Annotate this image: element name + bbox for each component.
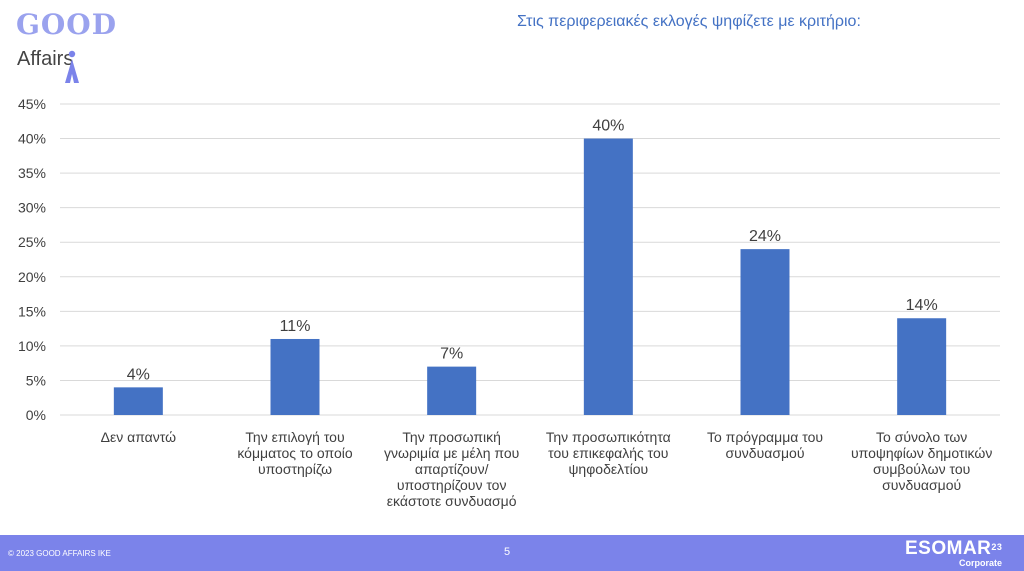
logo-figure-icon bbox=[65, 50, 79, 83]
y-tick-label: 20% bbox=[18, 269, 46, 285]
x-tick-label-line: εκάστοτε συνδυασμό bbox=[387, 493, 517, 509]
page-number: 5 bbox=[504, 546, 511, 558]
data-label: 11% bbox=[280, 318, 311, 335]
x-tick-label-line: συμβούλων του bbox=[873, 461, 970, 477]
x-tick-label: Το σύνολο των υποψηφίων δημοτικών συμβούλω… bbox=[851, 429, 992, 493]
x-tick-label-line: Δεν απαντώ bbox=[101, 429, 176, 445]
copyright-text: © 2023 GOOD AFFAIRS IKE bbox=[8, 549, 111, 558]
y-tick-label: 10% bbox=[18, 338, 46, 354]
y-tick-label: 0% bbox=[26, 407, 46, 423]
data-label: 7% bbox=[440, 346, 463, 363]
x-tick-label: Δεν απαντώ bbox=[101, 429, 176, 445]
x-tick-label-line: Την επιλογή του bbox=[245, 429, 344, 445]
x-tick-label-line: Την προσωπικότητα bbox=[546, 429, 671, 445]
esomar-sup: 23 bbox=[991, 542, 1003, 552]
x-tick-label-line: συνδυασμού bbox=[726, 445, 805, 461]
bar bbox=[427, 366, 477, 415]
y-tick-label: 30% bbox=[18, 200, 46, 216]
x-tick-label-line: Το πρόγραμμα του bbox=[707, 429, 823, 445]
x-tick-label-line: Το σύνολο των bbox=[876, 429, 967, 445]
x-tick-label: Την προσωπικότητα του επικεφαλής του ψηφοδ… bbox=[546, 429, 671, 477]
y-tick-label: 35% bbox=[18, 165, 46, 181]
logo-affairs-text: Affairs bbox=[17, 48, 74, 70]
bar bbox=[113, 387, 163, 415]
x-tick-label-line: γνωριμία με μέλη που bbox=[384, 445, 519, 461]
bar bbox=[270, 338, 320, 415]
x-tick-label-line: απαρτίζουν/ bbox=[415, 461, 489, 477]
x-tick-label-line: υποστηρίζω bbox=[258, 461, 332, 477]
x-tick-label-line: υποστηρίζουν τον bbox=[397, 477, 507, 493]
x-tick-label: Την προσωπική γνωριμία με μέλη που απαρτίζ… bbox=[384, 429, 519, 509]
footer-bar: © 2023 GOOD AFFAIRS IKE 5 ESOMAR23 Corpo… bbox=[0, 535, 1024, 571]
x-tick-label-line: Την προσωπική bbox=[402, 429, 501, 445]
x-tick-label: Το πρόγραμμα του συνδυασμού bbox=[707, 429, 823, 461]
esomar-text: ESOMAR bbox=[905, 538, 992, 559]
bar bbox=[583, 138, 633, 416]
x-tick-label: Την επιλογή του κόμματος το οποίο υποστηρί… bbox=[237, 429, 353, 477]
x-tick-label-line: συνδυασμού bbox=[882, 477, 961, 493]
x-tick-label-line: ψηφοδελτίου bbox=[568, 461, 648, 477]
data-label: 40% bbox=[592, 118, 624, 135]
logo-good-text: GOOD bbox=[16, 8, 117, 41]
x-tick-label-line: του επικεφαλής του bbox=[548, 445, 668, 461]
esomar-logo: ESOMAR23 bbox=[905, 538, 1002, 560]
x-tick-label-line: κόμματος το οποίο bbox=[237, 445, 353, 461]
y-tick-label: 5% bbox=[26, 372, 46, 388]
x-tick-label-line: υποψηφίων δημοτικών bbox=[851, 445, 992, 461]
bar bbox=[740, 249, 790, 415]
data-label: 4% bbox=[127, 366, 150, 383]
chart-title: Στις περιφερειακές εκλογές ψηφίζετε με κ… bbox=[517, 13, 861, 30]
y-tick-label: 45% bbox=[18, 96, 46, 112]
bar bbox=[897, 318, 947, 415]
data-label: 14% bbox=[906, 297, 938, 314]
y-tick-label: 15% bbox=[18, 303, 46, 319]
good-affairs-logo: GOOD Affairs bbox=[16, 8, 126, 83]
esomar-corporate-text: Corporate bbox=[959, 558, 1003, 568]
y-tick-label: 40% bbox=[18, 131, 46, 147]
bar-chart: 0% 5% 10% 15% 20% 25% 30% 35% 40% 45% 4% Δεν απαντώ… bbox=[18, 96, 1000, 509]
data-label: 24% bbox=[749, 228, 781, 245]
y-tick-label: 25% bbox=[18, 234, 46, 250]
